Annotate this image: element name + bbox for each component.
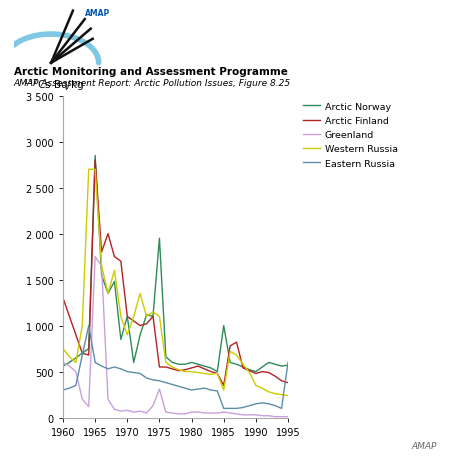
Text: Arctic Monitoring and Assessment Programme: Arctic Monitoring and Assessment Program… [14,67,288,77]
Text: $^{137}$Cs Bq/kg: $^{137}$Cs Bq/kg [22,78,84,93]
Text: AMAP: AMAP [411,441,436,450]
Legend: Arctic Norway, Arctic Finland, Greenland, Western Russia, Eastern Russia: Arctic Norway, Arctic Finland, Greenland… [299,99,402,172]
Text: AMAP: AMAP [85,9,110,18]
Text: AMAP Assessment Report: Arctic Pollution Issues, Figure 8.25: AMAP Assessment Report: Arctic Pollution… [14,79,291,88]
